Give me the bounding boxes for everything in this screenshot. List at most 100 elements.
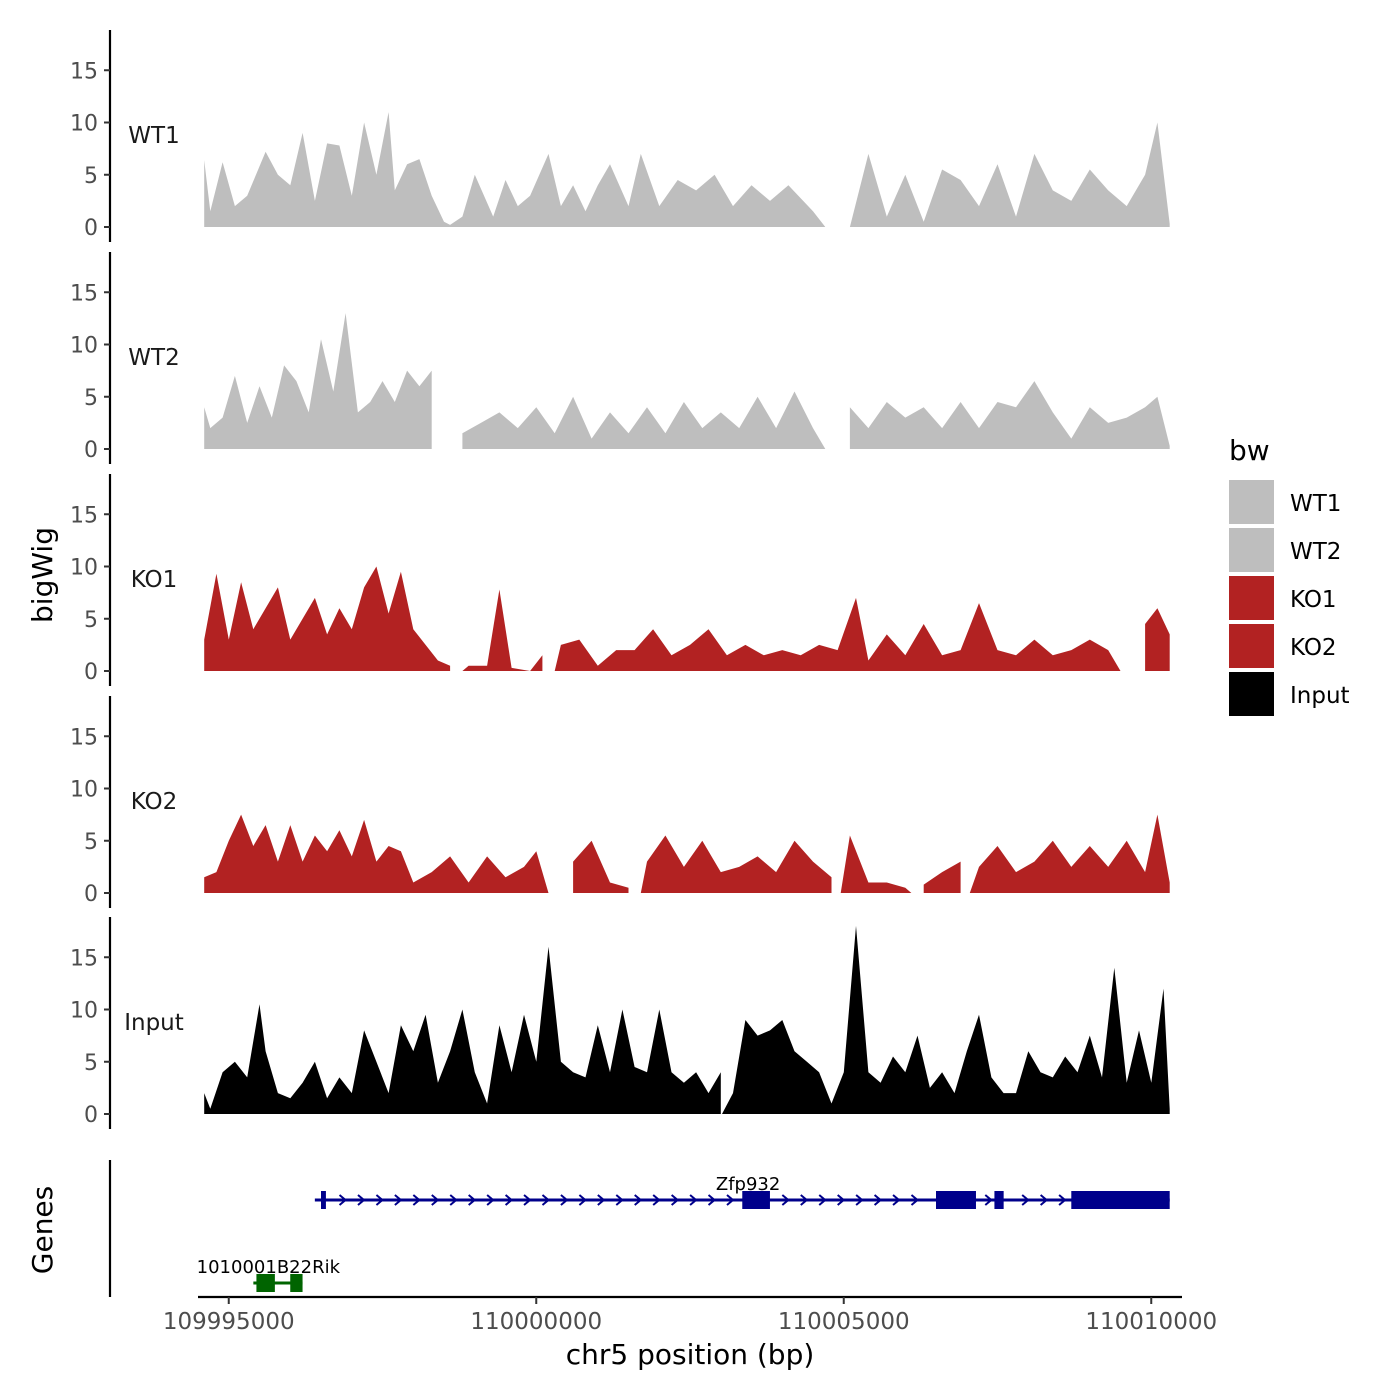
x-tick-label: 109995000 xyxy=(163,1309,295,1335)
legend-label-wt2: WT2 xyxy=(1290,539,1341,565)
y-tick-label: 10 xyxy=(70,778,98,803)
strand-chevron-icon xyxy=(523,1194,532,1206)
x-axis-title: chr5 position (bp) xyxy=(566,1338,815,1371)
genes-panel xyxy=(108,1160,1170,1297)
y-tick-label: 0 xyxy=(84,882,98,907)
legend-label-input: Input xyxy=(1290,683,1350,709)
track-label-wt2: WT2 xyxy=(128,345,179,371)
x-tick-label: 110010000 xyxy=(1085,1309,1217,1335)
strand-chevron-icon xyxy=(670,1194,680,1206)
track-panel-ko2: 0 5 10 15 xyxy=(70,696,1170,908)
track-label-ko1: KO1 xyxy=(131,567,178,593)
area-series-wt1 xyxy=(204,112,1170,227)
strand-chevron-icon xyxy=(689,1194,698,1206)
y-tick-label: 10 xyxy=(70,556,98,581)
track-label-input: Input xyxy=(124,1010,184,1036)
strand-chevron-icon xyxy=(634,1194,643,1206)
gene-model-zfp932 xyxy=(314,1191,1170,1209)
y-tick-label: 5 xyxy=(84,830,98,855)
legend-key-wt1 xyxy=(1229,480,1274,524)
strand-chevron-icon xyxy=(486,1194,495,1206)
strand-chevron-icon xyxy=(910,1194,920,1206)
y-tick-label: 15 xyxy=(70,946,98,971)
area-series-wt2 xyxy=(204,313,1170,449)
y-tick-label: 0 xyxy=(84,438,98,463)
strand-chevron-icon xyxy=(431,1194,440,1206)
strand-chevron-icon xyxy=(578,1194,587,1206)
strand-chevron-icon xyxy=(873,1194,883,1206)
strand-chevron-icon xyxy=(726,1194,735,1206)
y-tick-label: 0 xyxy=(84,660,98,685)
gene-exon xyxy=(321,1191,326,1209)
y-tick-label: 5 xyxy=(84,1051,98,1076)
y-axis-title-genes: Genes xyxy=(26,1186,59,1274)
strand-chevron-icon xyxy=(394,1194,403,1206)
strand-chevron-icon xyxy=(837,1194,846,1206)
y-tick-label: 15 xyxy=(70,503,98,528)
gene-exon xyxy=(1071,1191,1170,1209)
y-tick-label: 5 xyxy=(84,386,98,411)
y-tick-label: 10 xyxy=(70,334,98,359)
strand-chevron-icon xyxy=(984,1194,993,1206)
track-label-ko2: KO2 xyxy=(131,789,178,815)
strand-chevron-icon xyxy=(1058,1194,1067,1206)
y-tick-label: 0 xyxy=(84,1103,98,1128)
strand-chevron-icon xyxy=(560,1194,569,1206)
legend-key-ko2 xyxy=(1229,624,1274,668)
track-panel-wt2: 0 5 10 15 xyxy=(70,252,1170,464)
gene-exon xyxy=(994,1191,1004,1209)
strand-chevron-icon xyxy=(818,1194,827,1206)
strand-chevron-icon xyxy=(652,1194,661,1206)
y-tick-label: 15 xyxy=(70,281,98,306)
legend-title: bw xyxy=(1229,434,1270,467)
y-tick-label: 15 xyxy=(70,59,98,84)
y-tick-label: 15 xyxy=(70,725,98,750)
track-panel-ko1: 0 5 10 15 xyxy=(70,474,1170,686)
strand-chevron-icon xyxy=(615,1194,624,1206)
strand-chevron-icon xyxy=(412,1194,421,1206)
strand-chevron-icon xyxy=(504,1194,514,1206)
legend-label-wt1: WT1 xyxy=(1290,491,1341,517)
gene-exon xyxy=(256,1274,275,1292)
x-tick-label: 110000000 xyxy=(470,1309,602,1335)
gene-exon xyxy=(936,1191,976,1209)
gene-exon xyxy=(290,1274,303,1292)
strand-chevron-icon xyxy=(468,1194,477,1206)
legend-label-ko1: KO1 xyxy=(1290,587,1337,613)
strand-chevron-icon xyxy=(1021,1194,1030,1206)
strand-chevron-icon xyxy=(597,1194,606,1206)
strand-chevron-icon xyxy=(892,1194,901,1206)
x-axis xyxy=(198,1295,1182,1304)
gene-exon xyxy=(742,1191,770,1209)
track-label-wt1: WT1 xyxy=(128,123,179,149)
strand-chevron-icon xyxy=(1039,1194,1049,1206)
strand-chevron-icon xyxy=(449,1194,458,1206)
legend-keys xyxy=(1229,480,1274,716)
gene-label-zfp932: Zfp932 xyxy=(716,1174,780,1195)
track-panel-input: 0 5 10 15 xyxy=(70,917,1170,1129)
strand-chevron-icon xyxy=(800,1194,809,1206)
strand-chevron-icon xyxy=(781,1194,790,1206)
track-panel-wt1: 0 5 10 15 xyxy=(70,30,1170,242)
y-tick-label: 5 xyxy=(84,608,98,633)
y-axis-title-bigwig: bigWig xyxy=(26,527,59,623)
strand-chevron-icon xyxy=(338,1194,348,1206)
area-series-input xyxy=(204,925,1170,1114)
area-series-ko2 xyxy=(204,814,1170,893)
strand-chevron-icon xyxy=(375,1194,384,1206)
y-tick-label: 10 xyxy=(70,999,98,1024)
y-tick-label: 10 xyxy=(70,112,98,137)
legend-label-ko2: KO2 xyxy=(1290,635,1337,661)
legend-key-wt2 xyxy=(1229,528,1274,572)
area-series-ko1 xyxy=(204,566,1170,671)
gene-label-1010001b22rik: 1010001B22Rik xyxy=(197,1257,341,1278)
x-tick-label: 110005000 xyxy=(778,1309,910,1335)
strand-chevron-icon xyxy=(357,1194,366,1206)
strand-chevron-icon xyxy=(707,1194,717,1206)
gene-model-1010001b22rik xyxy=(253,1274,303,1292)
strand-chevron-icon xyxy=(855,1194,864,1206)
legend: bw WT1 WT2 KO1 KO2 Input xyxy=(1229,434,1350,716)
legend-key-ko1 xyxy=(1229,576,1274,620)
